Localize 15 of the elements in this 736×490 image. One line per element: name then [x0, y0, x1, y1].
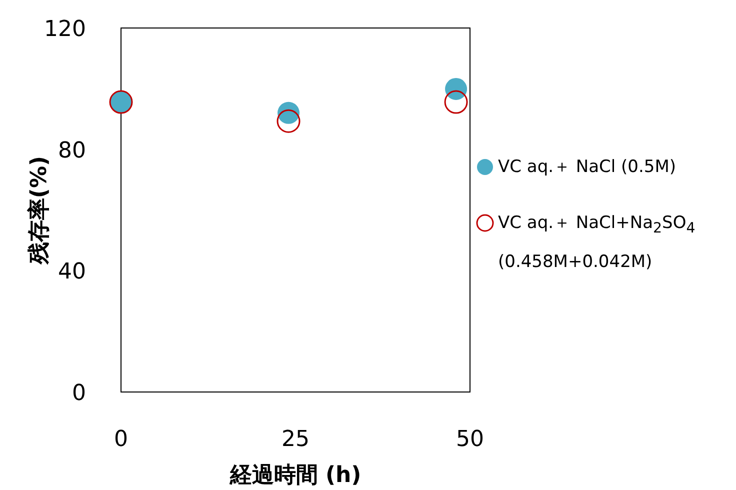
x-axis-title: 経過時間 (h): [228, 463, 362, 488]
y-axis-title: 残存率(%): [26, 156, 52, 266]
y-tick-label: 80: [58, 138, 86, 164]
y-tick-label: 120: [44, 17, 86, 42]
y-tick-label: 0: [72, 381, 86, 406]
x-tick-label: 0: [114, 427, 128, 452]
point: [278, 102, 300, 124]
legend-label: VC aq.＋ NaCl (0.5M): [498, 156, 676, 179]
x-tick-label: 50: [456, 427, 484, 452]
x-tick-label: 25: [282, 427, 310, 452]
point: [276, 109, 300, 133]
text: VC aq.＋ NaCl+Na$_{2}$SO$_{4}$ (0.458M+0.042M): [498, 213, 696, 272]
point: [445, 78, 468, 100]
point: [444, 90, 468, 114]
y-tick-label: 40: [58, 260, 86, 285]
